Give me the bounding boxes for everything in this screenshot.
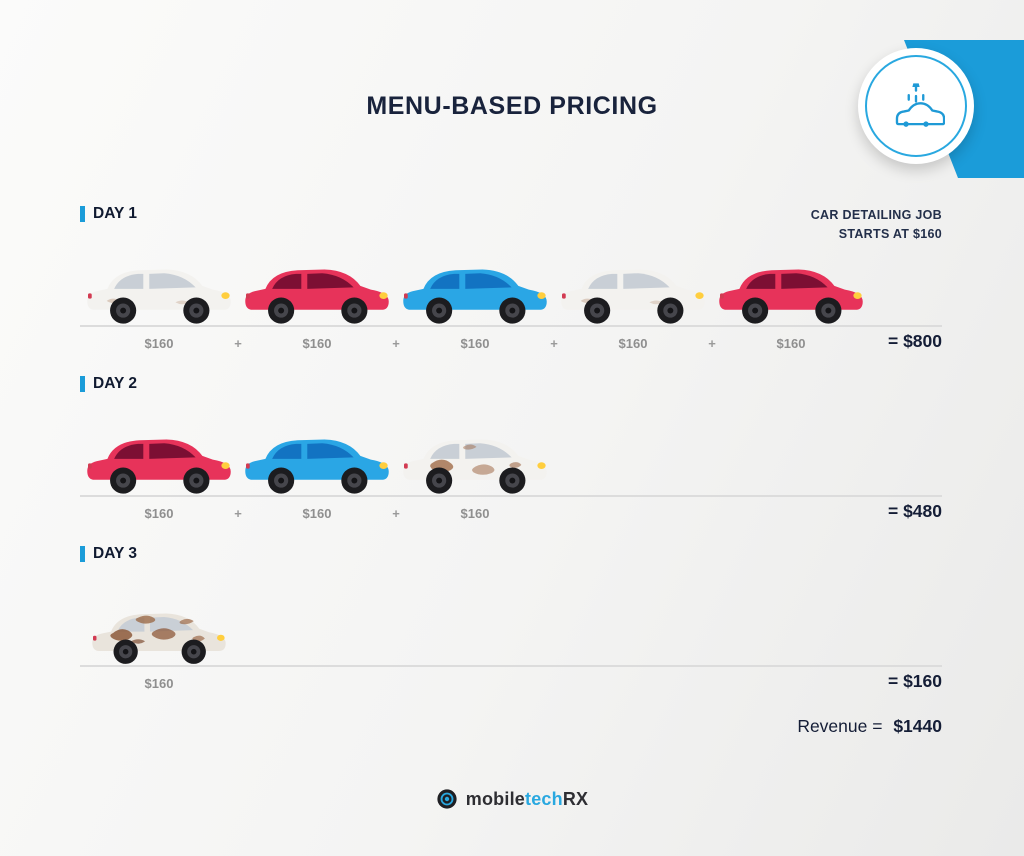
price-label: $160 — [460, 336, 490, 351]
car-illustration — [84, 256, 234, 327]
accent-bar — [80, 546, 85, 562]
car-illustration — [400, 256, 550, 327]
day-2-prices-row: $160 $160 $160 + + — [80, 506, 942, 521]
day-3-label-text: DAY 3 — [93, 545, 137, 562]
day-3-label: DAY 3 — [80, 545, 942, 563]
brand-tech: tech — [525, 788, 563, 809]
brand-rx: RX — [562, 788, 589, 809]
day-2-label-text: DAY 2 — [93, 375, 137, 392]
plus-sign: + — [234, 336, 242, 351]
price-label: $160 — [302, 336, 332, 351]
brand-text: mobiletechRX — [466, 789, 588, 810]
day-3-prices-row: $160 — [80, 676, 942, 691]
day-2-label: DAY 2 — [80, 375, 942, 393]
pricing-note-line1: CAR DETAILING JOB — [810, 208, 942, 222]
plus-sign: + — [234, 506, 242, 521]
accent-bar — [80, 206, 85, 222]
accent-bar — [80, 376, 85, 392]
price-label: $160 — [144, 506, 174, 521]
day-1-cars-row — [80, 251, 870, 325]
price-label: $160 — [776, 336, 806, 351]
revenue-label: Revenue = — [797, 716, 883, 736]
plus-sign: + — [550, 336, 558, 351]
car-illustration — [242, 426, 392, 497]
price-label: $160 — [460, 506, 490, 521]
car-illustration — [558, 256, 708, 327]
car-illustration — [84, 426, 234, 497]
day-1-label-text: DAY 1 — [93, 205, 137, 222]
day-2-baseline — [80, 495, 942, 497]
car-wash-badge — [858, 48, 974, 164]
revenue-summary: Revenue = $1440 — [797, 716, 942, 737]
price-label: $160 — [144, 336, 174, 351]
pricing-note: CAR DETAILING JOB STARTS AT $160 — [811, 206, 942, 244]
day-2-total: = $480 — [887, 501, 942, 521]
car-illustration — [89, 601, 229, 667]
price-label: $160 — [618, 336, 648, 351]
brand-mobile: mobile — [465, 788, 525, 809]
car-illustration — [400, 426, 550, 497]
car-wash-icon — [895, 83, 945, 127]
day-1-prices-row: $160 $160 $160 $160 $160 + + + + — [80, 336, 942, 351]
price-label: $160 — [302, 506, 332, 521]
day-1-section: DAY 1 CAR DETAILING JOB STARTS AT $160 — [80, 205, 942, 355]
wheel-icon — [437, 789, 457, 809]
day-3-total: = $160 — [887, 671, 942, 691]
plus-sign: + — [392, 506, 400, 521]
day-1-total: = $800 — [887, 331, 942, 351]
car-illustration — [242, 256, 392, 327]
day-3-section: DAY 3 $160 = $160 — [80, 545, 942, 695]
page-title: MENU-BASED PRICING — [366, 92, 658, 120]
car-illustration — [716, 256, 866, 327]
brand-logo: mobiletechRX — [0, 788, 1024, 810]
day-2-section: DAY 2 — [80, 375, 942, 525]
pricing-note-line2: STARTS AT $160 — [838, 226, 942, 241]
day-1-label: DAY 1 — [80, 205, 942, 223]
price-label: $160 — [144, 676, 174, 691]
day-3-baseline — [80, 665, 942, 667]
day-3-cars-row — [80, 591, 238, 665]
day-2-cars-row — [80, 421, 554, 495]
plus-sign: + — [708, 336, 716, 351]
revenue-value: $1440 — [893, 716, 942, 736]
plus-sign: + — [392, 336, 400, 351]
day-1-baseline — [80, 325, 942, 327]
